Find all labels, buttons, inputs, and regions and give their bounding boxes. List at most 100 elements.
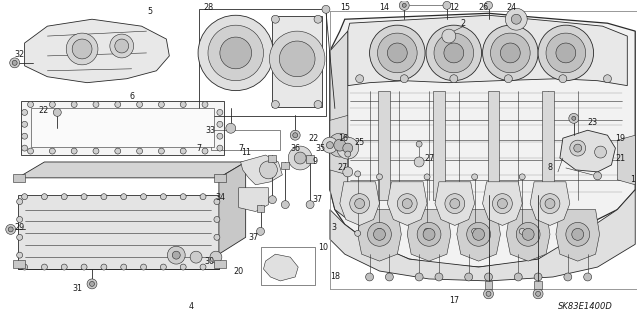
Circle shape <box>214 199 220 204</box>
Polygon shape <box>330 190 636 281</box>
Circle shape <box>12 60 17 65</box>
Circle shape <box>434 33 474 73</box>
Circle shape <box>483 25 538 81</box>
Circle shape <box>538 25 593 81</box>
Circle shape <box>260 161 277 179</box>
Circle shape <box>486 291 491 296</box>
Circle shape <box>314 15 322 23</box>
Circle shape <box>465 273 473 281</box>
Bar <box>211 130 280 150</box>
Bar <box>273 16 322 108</box>
Circle shape <box>71 148 77 154</box>
Circle shape <box>376 174 383 180</box>
Text: 31: 31 <box>72 284 82 293</box>
Text: 27: 27 <box>424 153 435 162</box>
Bar <box>542 91 554 200</box>
Text: 37: 37 <box>312 195 322 204</box>
Circle shape <box>467 222 490 246</box>
Circle shape <box>226 123 236 133</box>
Circle shape <box>511 14 521 24</box>
Bar <box>488 91 499 200</box>
Text: 21: 21 <box>616 153 625 162</box>
Text: 32: 32 <box>15 50 25 59</box>
Circle shape <box>500 43 520 63</box>
Text: 19: 19 <box>616 134 625 143</box>
Bar <box>214 260 226 268</box>
Circle shape <box>22 264 28 270</box>
Text: 11: 11 <box>241 148 251 157</box>
Text: 37: 37 <box>248 233 259 242</box>
Circle shape <box>374 228 385 240</box>
Circle shape <box>214 217 220 222</box>
Circle shape <box>445 194 465 213</box>
Circle shape <box>294 152 306 164</box>
Bar <box>260 247 315 285</box>
Circle shape <box>121 194 127 200</box>
Circle shape <box>506 8 527 30</box>
Circle shape <box>570 140 586 156</box>
Circle shape <box>42 264 47 270</box>
Circle shape <box>516 222 540 246</box>
Circle shape <box>326 142 333 149</box>
Polygon shape <box>483 182 522 226</box>
Circle shape <box>115 101 121 108</box>
Polygon shape <box>506 210 550 261</box>
Circle shape <box>81 264 87 270</box>
Text: 15: 15 <box>340 3 350 12</box>
Circle shape <box>519 174 525 180</box>
Bar <box>484 281 493 289</box>
Circle shape <box>534 273 542 281</box>
Circle shape <box>472 174 477 180</box>
Polygon shape <box>239 188 268 211</box>
Polygon shape <box>18 195 219 269</box>
Circle shape <box>423 228 435 240</box>
Text: 35: 35 <box>315 144 325 152</box>
Text: 26: 26 <box>479 3 489 12</box>
Circle shape <box>504 75 512 83</box>
Circle shape <box>424 228 430 234</box>
Circle shape <box>559 75 567 83</box>
Circle shape <box>400 75 408 83</box>
Circle shape <box>369 25 425 81</box>
Text: 18: 18 <box>330 272 340 281</box>
Circle shape <box>443 1 451 9</box>
Circle shape <box>497 199 508 209</box>
Circle shape <box>202 148 208 154</box>
Circle shape <box>450 199 460 209</box>
Circle shape <box>291 130 300 140</box>
Circle shape <box>8 227 13 232</box>
Circle shape <box>355 171 361 177</box>
Circle shape <box>292 133 298 138</box>
Circle shape <box>572 116 576 120</box>
Circle shape <box>282 201 289 209</box>
Circle shape <box>172 251 180 259</box>
Bar <box>31 108 214 147</box>
Circle shape <box>217 145 223 151</box>
Circle shape <box>322 5 330 13</box>
Circle shape <box>121 264 127 270</box>
Circle shape <box>345 151 351 157</box>
Circle shape <box>217 133 223 139</box>
Polygon shape <box>435 182 475 226</box>
Bar <box>257 204 264 211</box>
Bar <box>282 162 289 169</box>
Text: 14: 14 <box>380 3 389 12</box>
Circle shape <box>200 264 206 270</box>
Circle shape <box>217 121 223 127</box>
Circle shape <box>472 228 477 234</box>
Circle shape <box>81 194 87 200</box>
Polygon shape <box>340 182 380 226</box>
Polygon shape <box>264 254 298 281</box>
Text: 1: 1 <box>630 175 636 184</box>
Circle shape <box>279 41 315 77</box>
Text: 27: 27 <box>338 163 348 173</box>
Circle shape <box>288 146 312 170</box>
Text: 25: 25 <box>355 138 365 147</box>
Circle shape <box>161 194 166 200</box>
Polygon shape <box>387 182 427 226</box>
Circle shape <box>22 145 28 151</box>
Text: 34: 34 <box>216 193 226 202</box>
Circle shape <box>28 101 33 108</box>
Circle shape <box>6 225 15 234</box>
Polygon shape <box>18 162 246 178</box>
